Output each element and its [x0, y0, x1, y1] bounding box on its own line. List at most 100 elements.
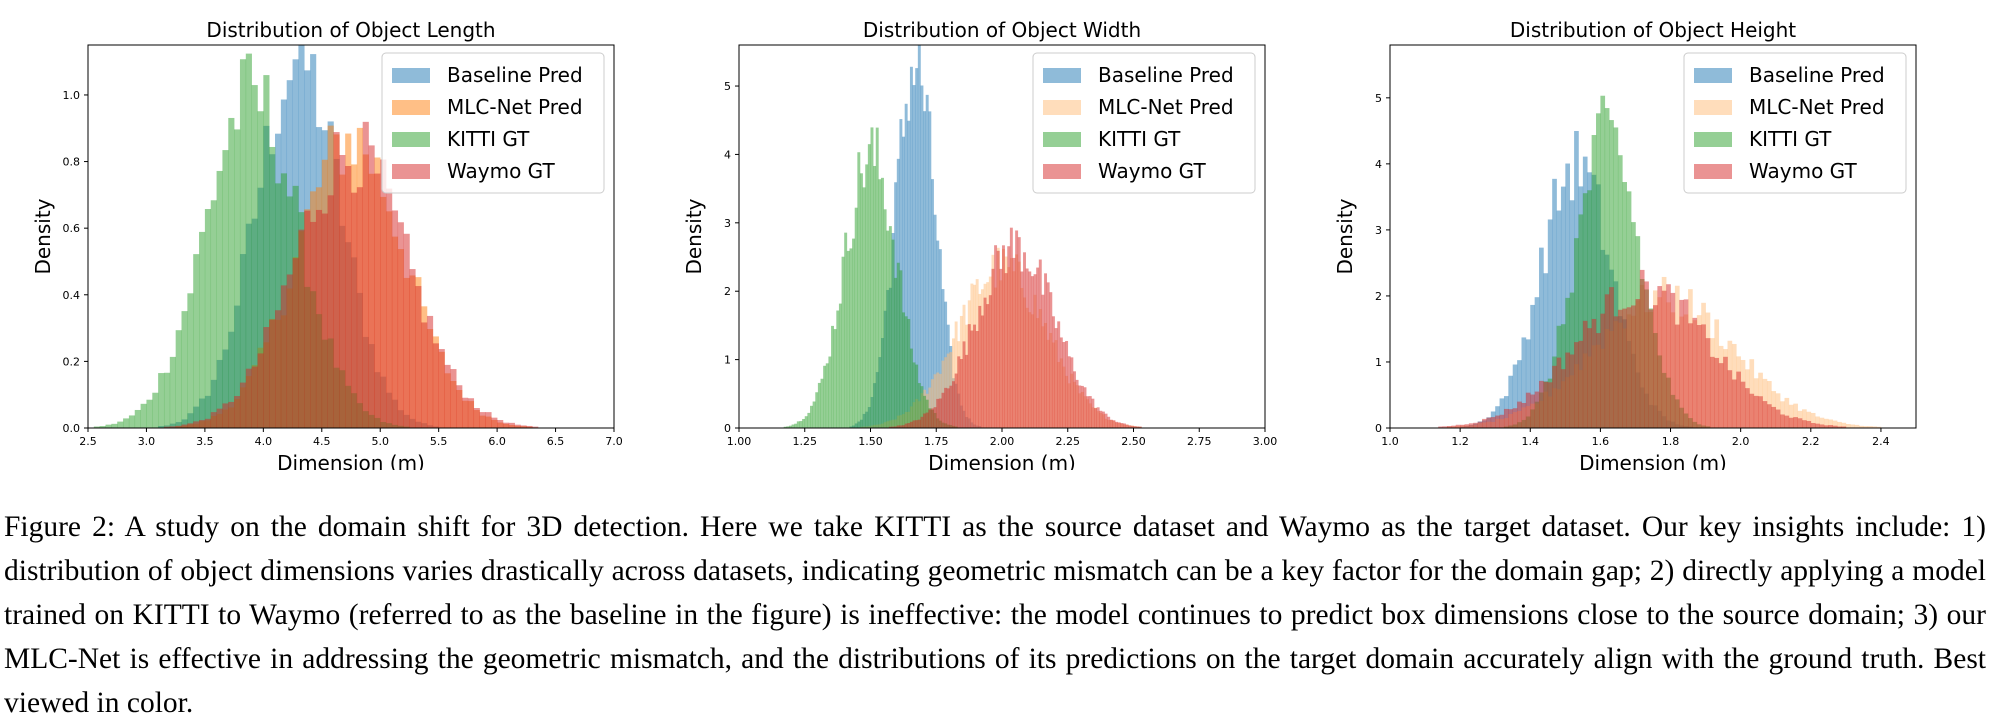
- histogram-bar: [1109, 419, 1113, 428]
- histogram-bar: [928, 409, 932, 428]
- y-tick-label: 1.0: [63, 89, 81, 102]
- histogram-bar: [1115, 421, 1119, 428]
- histogram-bar: [140, 403, 147, 428]
- y-tick-label: 4: [724, 148, 731, 161]
- histogram-bar: [1521, 337, 1527, 428]
- x-tick-label: 6.5: [547, 435, 565, 448]
- histogram-bar: [193, 421, 200, 428]
- histogram-bar: [391, 210, 399, 428]
- x-tick-label: 3.0: [138, 435, 156, 448]
- histogram-bar: [907, 423, 911, 428]
- legend-label: Baseline Pred: [1749, 63, 1885, 87]
- y-tick-label: 0.6: [63, 222, 81, 235]
- histogram-bar: [999, 268, 1003, 428]
- histogram-bar: [991, 268, 995, 428]
- histogram-bar: [1446, 426, 1452, 428]
- histogram-bar: [817, 382, 821, 428]
- legend-label: Waymo GT: [1749, 159, 1857, 183]
- histogram-bar: [1788, 417, 1794, 428]
- legend-label: Baseline Pred: [1098, 63, 1234, 87]
- histogram-bar: [1604, 294, 1610, 428]
- histogram-bar: [1062, 342, 1066, 428]
- histogram-bar: [959, 359, 963, 428]
- y-axis-label: Density: [682, 198, 706, 274]
- histogram-bar: [946, 388, 950, 428]
- legend-swatch: [1043, 164, 1081, 179]
- histogram-bar: [994, 245, 998, 428]
- histogram-bar: [1653, 305, 1658, 428]
- histogram-bar: [1128, 425, 1132, 428]
- histogram-bar: [852, 238, 856, 428]
- histogram-bar: [169, 356, 176, 428]
- histogram-bar: [1591, 135, 1597, 428]
- histogram-bar: [1086, 396, 1090, 428]
- histogram-bar: [1850, 424, 1855, 428]
- histogram-bar: [928, 387, 932, 428]
- histogram-bar: [93, 426, 100, 428]
- histogram-bar: [432, 343, 439, 428]
- histogram-bar: [896, 262, 900, 428]
- histogram-bar: [1709, 356, 1715, 428]
- x-tick-label: 1.00: [727, 435, 752, 448]
- histogram-bar: [1023, 252, 1026, 428]
- histogram-bar: [1075, 379, 1079, 428]
- histogram-bar: [1587, 328, 1592, 428]
- histogram-bar: [857, 152, 861, 429]
- histogram-bar: [1030, 276, 1034, 428]
- histogram-bar: [909, 66, 913, 428]
- histogram-bar: [1600, 313, 1606, 428]
- histogram-bar: [216, 170, 223, 428]
- histogram-bar: [1582, 320, 1588, 428]
- histogram-bar: [1455, 424, 1461, 428]
- histogram-bar: [1745, 388, 1750, 428]
- histogram-bar: [1543, 273, 1549, 428]
- histogram-bar: [181, 424, 188, 428]
- legend-label: Baseline Pred: [447, 63, 583, 87]
- histogram-bar: [920, 85, 924, 428]
- histogram-bar: [1631, 305, 1636, 428]
- histogram-bar: [397, 222, 404, 428]
- series-waymo-gt: [888, 227, 1142, 428]
- histogram-bar: [1477, 421, 1483, 428]
- histogram-bar: [257, 111, 264, 429]
- histogram-bar: [1054, 328, 1058, 428]
- histogram-bar: [1065, 340, 1069, 428]
- histogram-bar: [386, 188, 393, 428]
- histogram-bar: [1049, 292, 1053, 428]
- histogram-bar: [849, 248, 853, 428]
- histogram-bar: [1552, 365, 1557, 428]
- histogram-bar: [1442, 426, 1448, 428]
- x-tick-label: 1.0: [1381, 435, 1399, 448]
- histogram-bar: [275, 183, 282, 428]
- histogram-bar: [257, 353, 264, 428]
- legend-swatch: [1694, 100, 1732, 115]
- legend-box: [1032, 52, 1256, 194]
- series-waymo-gt: [1438, 269, 1847, 428]
- histogram-bar: [1832, 425, 1838, 428]
- y-tick-label: 1: [724, 354, 731, 367]
- x-axis-label: Dimension (m): [928, 451, 1076, 470]
- histogram-bar: [891, 426, 895, 428]
- y-tick-label: 2: [1375, 290, 1382, 303]
- histogram-bar: [1512, 364, 1518, 428]
- histogram-bar: [1534, 391, 1540, 428]
- histogram-bar: [222, 150, 229, 428]
- histogram-bar: [222, 403, 229, 428]
- histogram-bar: [187, 423, 194, 428]
- histogram-bar: [1508, 409, 1514, 428]
- histogram-bar: [1012, 257, 1016, 428]
- histogram-bar: [909, 421, 913, 428]
- histogram-bar: [1639, 269, 1645, 428]
- histogram-bar: [938, 249, 942, 428]
- histogram-bar: [234, 396, 241, 428]
- histogram-bar: [1806, 411, 1812, 428]
- histogram-bar: [978, 305, 982, 428]
- histogram-bar: [923, 111, 927, 429]
- histogram-bar: [1560, 186, 1566, 428]
- histogram-bar: [462, 397, 469, 428]
- histogram-bar: [310, 221, 317, 428]
- histogram-bar: [1609, 287, 1614, 428]
- histogram-bar: [193, 254, 200, 428]
- histogram-bar: [828, 356, 832, 428]
- histogram-bar: [875, 127, 879, 429]
